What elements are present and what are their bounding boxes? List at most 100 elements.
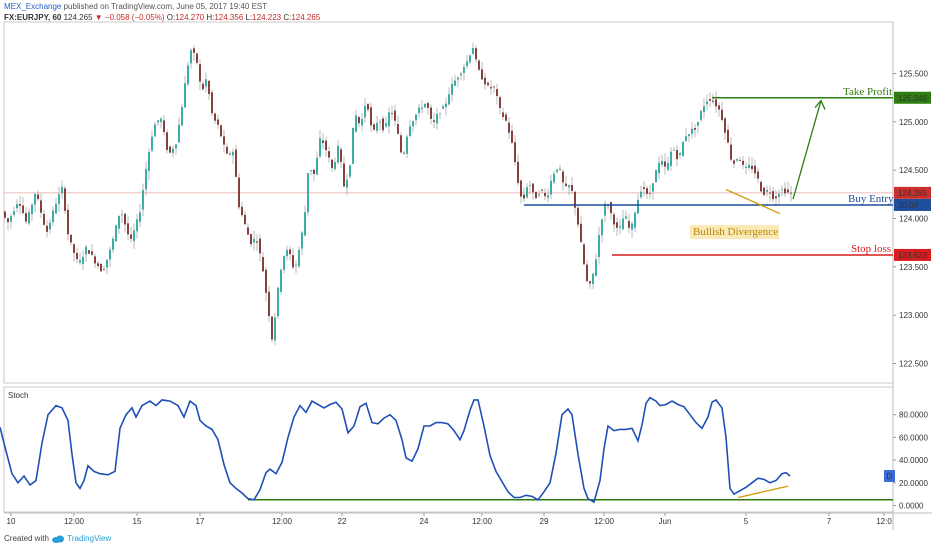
candle-body xyxy=(454,80,456,86)
candle-body xyxy=(709,98,711,101)
candle-body xyxy=(520,180,522,197)
candle-body xyxy=(187,65,189,85)
candle-body xyxy=(94,256,96,264)
time-tick-label: 5 xyxy=(744,517,749,526)
candle-body xyxy=(316,157,318,175)
candle-body xyxy=(253,239,255,243)
candle-body xyxy=(166,132,168,150)
candle-body xyxy=(175,144,177,149)
time-tick-label: Jun xyxy=(659,517,672,526)
candle-body xyxy=(442,106,444,109)
candle-body xyxy=(331,159,333,168)
time-tick-label: 12:0 xyxy=(876,517,892,526)
candle-body xyxy=(148,152,150,171)
candle-body xyxy=(706,101,708,105)
stoch-tick-label: 20.0000 xyxy=(899,479,928,488)
candle-body xyxy=(616,222,618,228)
candle-body xyxy=(451,83,453,95)
time-tick-label: 29 xyxy=(540,517,549,526)
candle-body xyxy=(772,191,774,200)
stoch-marker-box[interactable] xyxy=(884,470,895,482)
candle-body xyxy=(46,225,48,232)
candle-body xyxy=(7,218,9,223)
candle-body xyxy=(391,113,393,114)
candle-body xyxy=(268,291,270,317)
candle-body xyxy=(610,202,612,214)
candle-body xyxy=(196,53,198,63)
candle-body xyxy=(340,149,342,162)
time-tick-label: 12:00 xyxy=(594,517,615,526)
stoch-tick-label: 80.0000 xyxy=(899,411,928,420)
candle-body xyxy=(403,152,405,154)
candle-body xyxy=(496,89,498,96)
candle-body xyxy=(571,185,573,191)
stoch-line xyxy=(0,396,791,504)
candle-body xyxy=(673,149,675,151)
candle-body xyxy=(358,116,360,124)
close-label: C: xyxy=(283,13,292,22)
candle-body xyxy=(679,153,681,155)
last-price: 124.265 xyxy=(63,13,93,22)
candle-body xyxy=(490,87,492,89)
price-tick-label: 125.500 xyxy=(899,70,928,79)
close-value: 124.265 xyxy=(291,13,321,22)
candle-body xyxy=(319,138,321,157)
candle-body xyxy=(589,281,591,284)
candle-body xyxy=(580,223,582,243)
time-tick-label: 17 xyxy=(196,517,205,526)
candle-body xyxy=(505,114,507,121)
candle-body xyxy=(397,124,399,134)
candle-body xyxy=(631,223,633,230)
candle-body xyxy=(244,214,246,225)
candle-body xyxy=(142,190,144,210)
candle-body xyxy=(91,251,93,255)
candle-body xyxy=(745,166,747,168)
candle-body xyxy=(112,238,114,250)
take-profit-price-label: 125.249 xyxy=(898,94,927,103)
candle-body xyxy=(184,83,186,108)
candle-body xyxy=(232,151,234,156)
candle-body xyxy=(604,203,606,216)
footer: Created with TradingView xyxy=(4,534,111,543)
candle-body xyxy=(439,113,441,115)
candle-body xyxy=(694,128,696,130)
candle-body xyxy=(283,256,285,270)
candle-body xyxy=(55,203,57,214)
candle-body xyxy=(721,109,723,120)
candle-body xyxy=(637,199,639,214)
candle-body xyxy=(265,269,267,293)
candle-body xyxy=(334,162,336,170)
candle-body xyxy=(625,216,627,219)
candle-body xyxy=(484,77,486,85)
candle-body xyxy=(349,165,351,177)
candle-body xyxy=(85,246,87,255)
price-tick-label: 123.000 xyxy=(899,311,928,320)
candle-body xyxy=(667,162,669,170)
candle-body xyxy=(427,103,429,108)
oscillator-panel xyxy=(3,386,894,513)
candle-body xyxy=(151,136,153,151)
candle-body xyxy=(406,136,408,154)
candle-body xyxy=(547,195,549,198)
candle-body xyxy=(160,118,162,122)
candle-body xyxy=(421,107,423,110)
candle-body xyxy=(103,268,105,270)
candle-body xyxy=(394,110,396,121)
candle-body xyxy=(109,249,111,260)
tradingview-brand[interactable]: TradingView xyxy=(67,534,112,543)
candle-body xyxy=(304,212,306,236)
candle-body xyxy=(775,196,777,199)
candle-body xyxy=(718,105,720,110)
candle-body xyxy=(64,188,66,211)
candle-body xyxy=(463,67,465,73)
candle-body xyxy=(313,169,315,174)
candle-body xyxy=(460,73,462,76)
candle-body xyxy=(379,121,381,123)
candle-body xyxy=(133,230,135,242)
candle-body xyxy=(154,124,156,137)
candle-body xyxy=(274,317,276,341)
publisher-link[interactable]: MEX_Exchange xyxy=(4,2,62,11)
price-tick-label: 124.500 xyxy=(899,166,928,175)
candle-body xyxy=(79,260,81,263)
